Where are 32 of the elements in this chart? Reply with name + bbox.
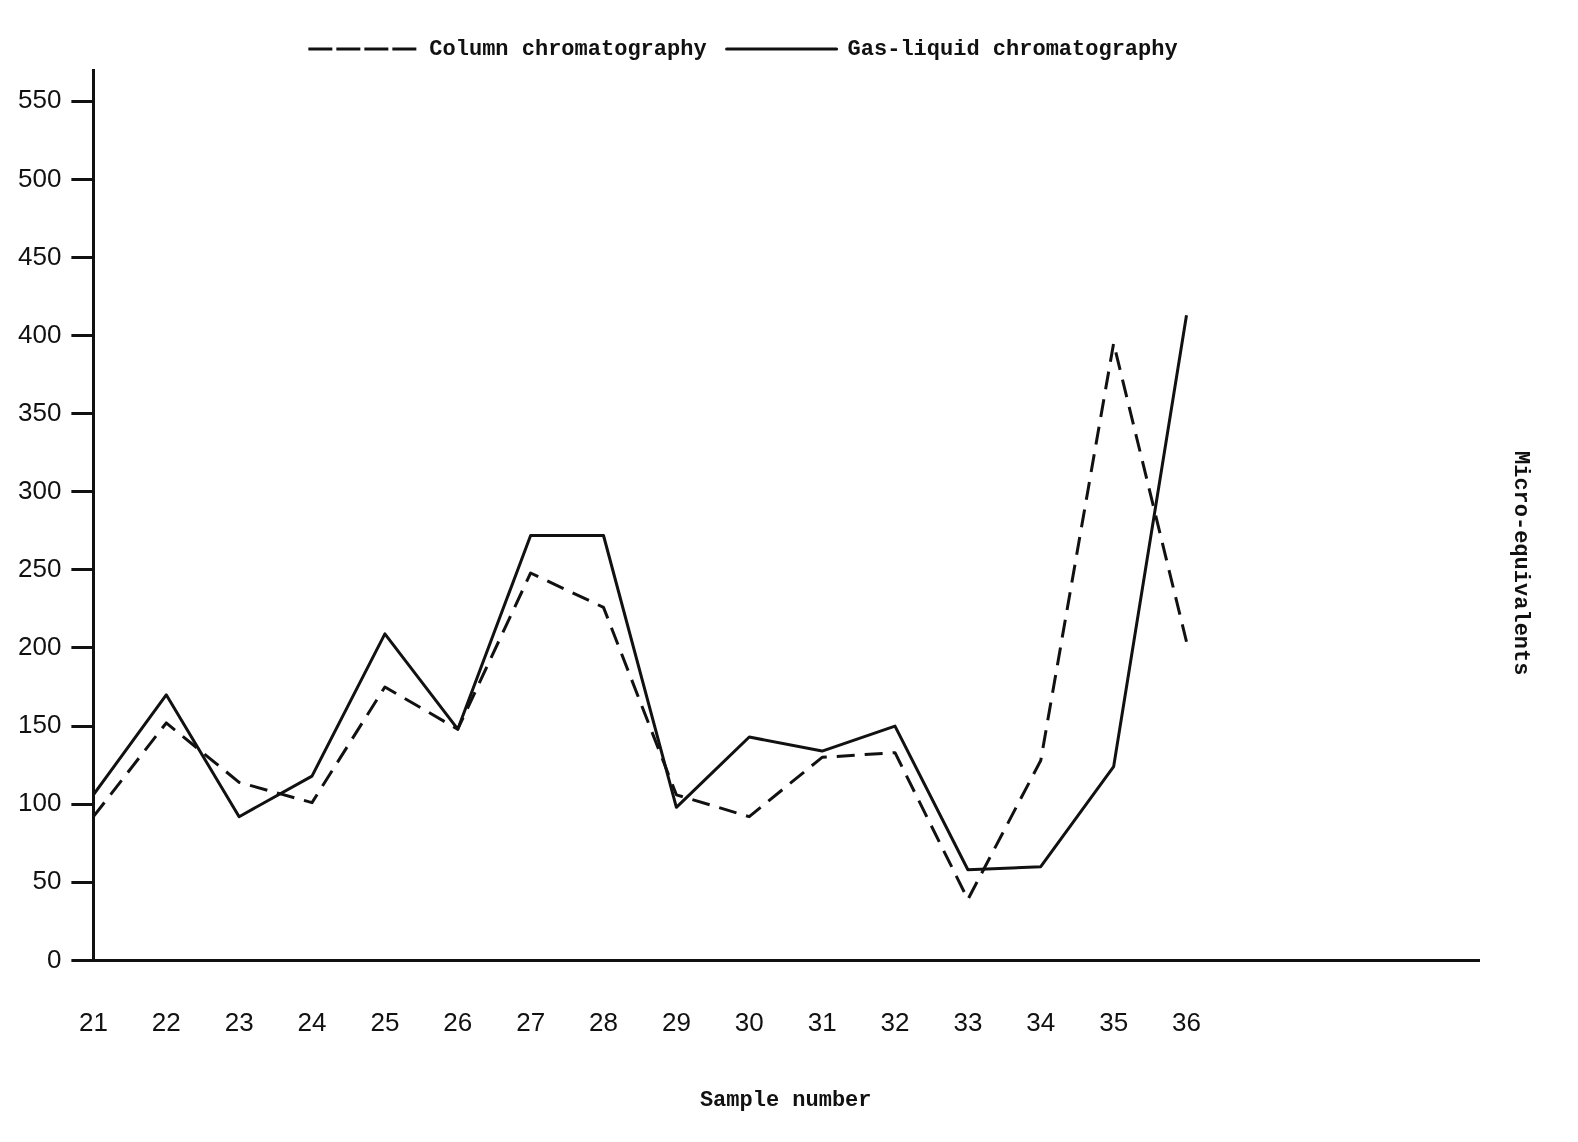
x-tick-label: 21 — [78, 1007, 108, 1038]
x-tick-label: 24 — [297, 1007, 327, 1038]
y-tick-label: 0 — [46, 943, 62, 974]
y-axis-title: Micro-equivalents — [1508, 450, 1533, 676]
y-tick-label: 450 — [17, 240, 62, 271]
x-tick-label: 35 — [1099, 1007, 1129, 1038]
y-tick-label: 400 — [17, 318, 62, 349]
x-tick-label: 22 — [151, 1007, 181, 1038]
y-tick-label: 550 — [17, 84, 62, 115]
x-tick-label: 27 — [516, 1007, 546, 1038]
legend-label: Column chromatography — [429, 36, 707, 62]
y-tick-label: 100 — [17, 787, 62, 818]
y-tick-label: 150 — [17, 709, 62, 740]
x-tick-label: 23 — [224, 1007, 254, 1038]
x-tick-label: 31 — [807, 1007, 837, 1038]
y-tick-label: 250 — [17, 553, 62, 584]
y-tick-label: 500 — [17, 162, 62, 193]
x-tick-label: 32 — [880, 1007, 910, 1038]
y-tick-label: 200 — [17, 631, 62, 662]
x-tick-label: 25 — [370, 1007, 400, 1038]
y-tick-label: 350 — [17, 396, 62, 427]
x-tick-label: 26 — [443, 1007, 473, 1038]
x-axis-title: Sample number — [699, 1088, 872, 1114]
x-tick-label: 29 — [661, 1007, 691, 1038]
y-tick-label: 50 — [32, 865, 62, 896]
x-tick-label: 30 — [734, 1007, 764, 1038]
x-tick-label: 34 — [1026, 1007, 1056, 1038]
legend-label: Gas-liquid chromatography — [847, 36, 1178, 62]
x-tick-label: 28 — [589, 1007, 618, 1038]
x-tick-label: 36 — [1172, 1007, 1201, 1038]
x-tick-label: 33 — [953, 1007, 983, 1038]
y-tick-label: 300 — [17, 474, 62, 505]
